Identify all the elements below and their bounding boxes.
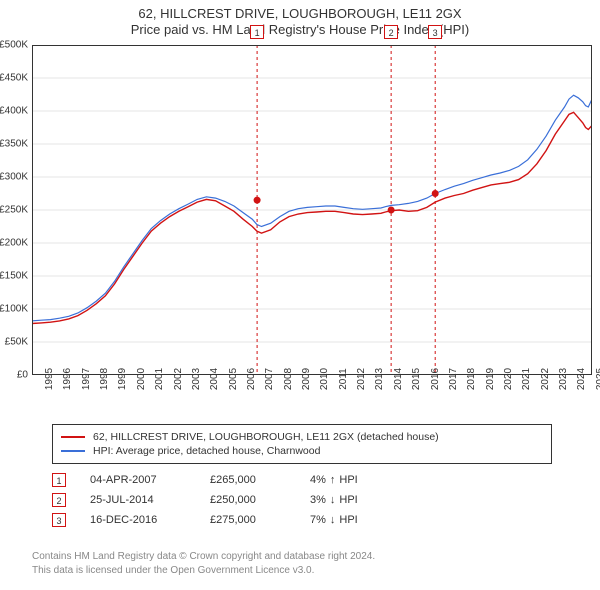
y-tick-label: £0 [17, 370, 28, 381]
legend-swatch [61, 436, 85, 438]
x-tick-label: 2025 [583, 368, 600, 390]
sale-delta-pct: 4% [310, 474, 326, 486]
y-tick-label: £100K [0, 304, 28, 315]
sale-date: 25-JUL-2014 [90, 494, 210, 506]
arrow-down-icon: ↓ [330, 494, 336, 506]
sale-delta-pct: 7% [310, 514, 326, 526]
y-tick-label: £150K [0, 271, 28, 282]
sale-marker-1: 1 [250, 25, 264, 39]
y-tick-label: £500K [0, 40, 28, 51]
footer-line-1: Contains HM Land Registry data © Crown c… [32, 550, 375, 564]
sale-delta-label: HPI [339, 474, 357, 486]
sale-date: 16-DEC-2016 [90, 514, 210, 526]
legend-item: HPI: Average price, detached house, Char… [61, 444, 543, 458]
title-subtitle: Price paid vs. HM Land Registry's House … [0, 22, 600, 37]
legend-label: HPI: Average price, detached house, Char… [93, 445, 320, 457]
sale-marker-ref: 2 [52, 493, 66, 507]
y-tick-label: £350K [0, 139, 28, 150]
sale-price: £265,000 [210, 474, 310, 486]
legend: 62, HILLCREST DRIVE, LOUGHBOROUGH, LE11 … [52, 424, 552, 464]
footer-line-2: This data is licensed under the Open Gov… [32, 564, 375, 578]
legend-item: 62, HILLCREST DRIVE, LOUGHBOROUGH, LE11 … [61, 430, 543, 444]
sale-price: £275,000 [210, 514, 310, 526]
y-tick-label: £400K [0, 106, 28, 117]
sales-table: 104-APR-2007£265,0004%↑HPI225-JUL-2014£2… [52, 470, 552, 530]
title-address: 62, HILLCREST DRIVE, LOUGHBOROUGH, LE11 … [0, 6, 600, 21]
sale-row: 1 04-APR-2007£265,0004% ↑HPI [52, 470, 552, 490]
y-tick-label: £200K [0, 238, 28, 249]
sale-delta-label: HPI [339, 514, 357, 526]
sale-marker-ref: 3 [52, 513, 66, 527]
y-tick-label: £50K [5, 337, 28, 348]
legend-swatch [61, 450, 85, 452]
arrow-down-icon: ↓ [330, 514, 336, 526]
sale-delta: 7% ↓HPI [310, 514, 358, 526]
sale-marker-ref: 1 [52, 473, 66, 487]
sale-date: 04-APR-2007 [90, 474, 210, 486]
sale-row: 2 25-JUL-2014£250,0003% ↓HPI [52, 490, 552, 510]
y-tick-label: £250K [0, 205, 28, 216]
arrow-up-icon: ↑ [330, 474, 336, 486]
sale-delta: 3% ↓HPI [310, 494, 358, 506]
chart: £0£50K£100K£150K£200K£250K£300K£350K£400… [32, 45, 592, 375]
legend-label: 62, HILLCREST DRIVE, LOUGHBOROUGH, LE11 … [93, 431, 439, 443]
sale-row: 3 16-DEC-2016£275,0007% ↓HPI [52, 510, 552, 530]
sale-delta-pct: 3% [310, 494, 326, 506]
sale-price: £250,000 [210, 494, 310, 506]
page: 62, HILLCREST DRIVE, LOUGHBOROUGH, LE11 … [0, 0, 600, 590]
chart-svg [32, 45, 592, 375]
y-tick-label: £450K [0, 73, 28, 84]
footer: Contains HM Land Registry data © Crown c… [32, 550, 375, 577]
sale-delta: 4% ↑HPI [310, 474, 358, 486]
y-tick-label: £300K [0, 172, 28, 183]
title-block: 62, HILLCREST DRIVE, LOUGHBOROUGH, LE11 … [0, 0, 600, 37]
sale-marker-3: 3 [428, 25, 442, 39]
sale-marker-2: 2 [384, 25, 398, 39]
sale-delta-label: HPI [339, 494, 357, 506]
